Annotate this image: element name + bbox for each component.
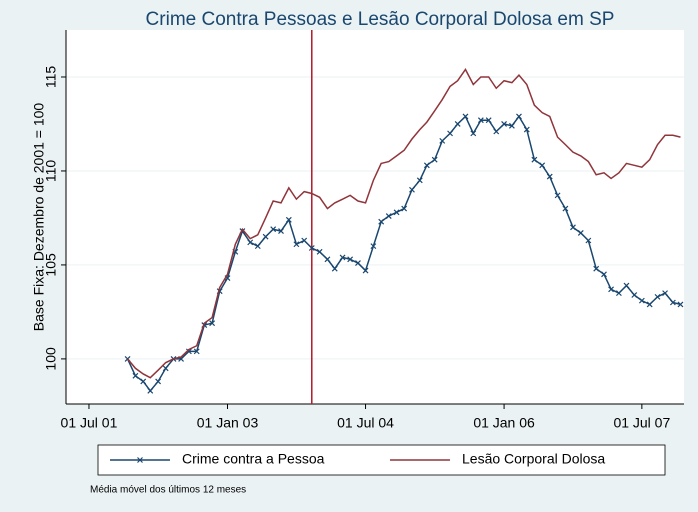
chart-title: Crime Contra Pessoas e Lesão Corporal Do… bbox=[146, 9, 615, 30]
x-tick-label: 01 Jul 07 bbox=[613, 415, 670, 431]
marker bbox=[270, 226, 277, 233]
marker bbox=[132, 372, 139, 379]
marker bbox=[339, 254, 346, 261]
marker bbox=[362, 267, 369, 274]
marker bbox=[654, 293, 661, 300]
marker bbox=[554, 192, 561, 199]
marker bbox=[662, 290, 668, 297]
marker bbox=[531, 156, 538, 163]
y-tick-label: 105 bbox=[43, 253, 59, 277]
marker bbox=[539, 162, 546, 169]
marker bbox=[385, 213, 392, 219]
x-tick-label: 01 Jan 06 bbox=[473, 415, 535, 431]
marker bbox=[262, 233, 269, 240]
marker bbox=[278, 228, 284, 235]
marker bbox=[254, 243, 261, 250]
plot-area bbox=[66, 30, 684, 404]
x-tick-label: 01 Jul 01 bbox=[61, 415, 118, 431]
marker bbox=[562, 205, 569, 212]
marker bbox=[477, 117, 484, 124]
marker bbox=[646, 301, 653, 308]
marker bbox=[401, 205, 408, 212]
marker bbox=[608, 286, 614, 293]
series-line bbox=[126, 68, 681, 379]
marker bbox=[585, 237, 592, 244]
y-tick-label: 100 bbox=[43, 347, 59, 371]
marker bbox=[193, 348, 200, 355]
marker bbox=[638, 297, 645, 304]
marker bbox=[355, 260, 361, 266]
marker bbox=[615, 290, 622, 297]
marker bbox=[439, 137, 446, 144]
marker bbox=[378, 218, 385, 225]
marker bbox=[462, 113, 469, 120]
marker bbox=[523, 126, 530, 133]
legend-label: Lesão Corporal Dolosa bbox=[462, 451, 605, 467]
marker bbox=[409, 186, 415, 193]
marker bbox=[423, 162, 430, 169]
y-tick-label: 110 bbox=[43, 160, 59, 183]
marker bbox=[324, 256, 331, 263]
marker bbox=[155, 378, 162, 385]
marker bbox=[301, 237, 308, 244]
marker bbox=[370, 243, 377, 250]
marker bbox=[416, 177, 423, 184]
marker bbox=[677, 301, 684, 308]
marker bbox=[508, 122, 515, 129]
marker bbox=[308, 245, 315, 251]
marker bbox=[147, 387, 154, 394]
y-axis-label: Base Fixa: Dezembro de 2001 = 100 bbox=[31, 103, 47, 332]
marker bbox=[347, 256, 354, 263]
x-tick-label: 01 Jul 04 bbox=[337, 415, 394, 431]
marker bbox=[162, 365, 169, 372]
y-tick-label: 115 bbox=[43, 66, 59, 89]
marker bbox=[601, 271, 607, 278]
marker bbox=[485, 117, 492, 124]
marker bbox=[454, 121, 461, 127]
marker bbox=[501, 121, 508, 127]
marker bbox=[470, 130, 477, 137]
marker bbox=[546, 173, 553, 180]
legend bbox=[97, 444, 666, 476]
marker bbox=[209, 320, 216, 327]
marker bbox=[516, 113, 522, 120]
marker bbox=[623, 282, 630, 289]
marker bbox=[493, 128, 500, 135]
legend-marker bbox=[137, 457, 143, 463]
marker bbox=[431, 156, 438, 163]
x-tick-label: 01 Jan 03 bbox=[197, 415, 259, 431]
marker bbox=[593, 265, 600, 272]
note: Média móvel dos últimos 12 meses bbox=[90, 485, 246, 496]
marker bbox=[331, 265, 338, 272]
marker bbox=[570, 224, 576, 231]
marker bbox=[140, 378, 147, 385]
marker bbox=[577, 230, 584, 236]
marker bbox=[447, 130, 453, 137]
marker bbox=[247, 239, 254, 246]
legend-label: Crime contra a Pessoa bbox=[182, 451, 325, 467]
marker bbox=[316, 248, 323, 255]
marker bbox=[285, 216, 292, 223]
marker bbox=[393, 209, 400, 216]
marker bbox=[631, 292, 638, 298]
marker bbox=[293, 241, 300, 248]
marker bbox=[185, 348, 192, 355]
marker bbox=[669, 299, 676, 306]
